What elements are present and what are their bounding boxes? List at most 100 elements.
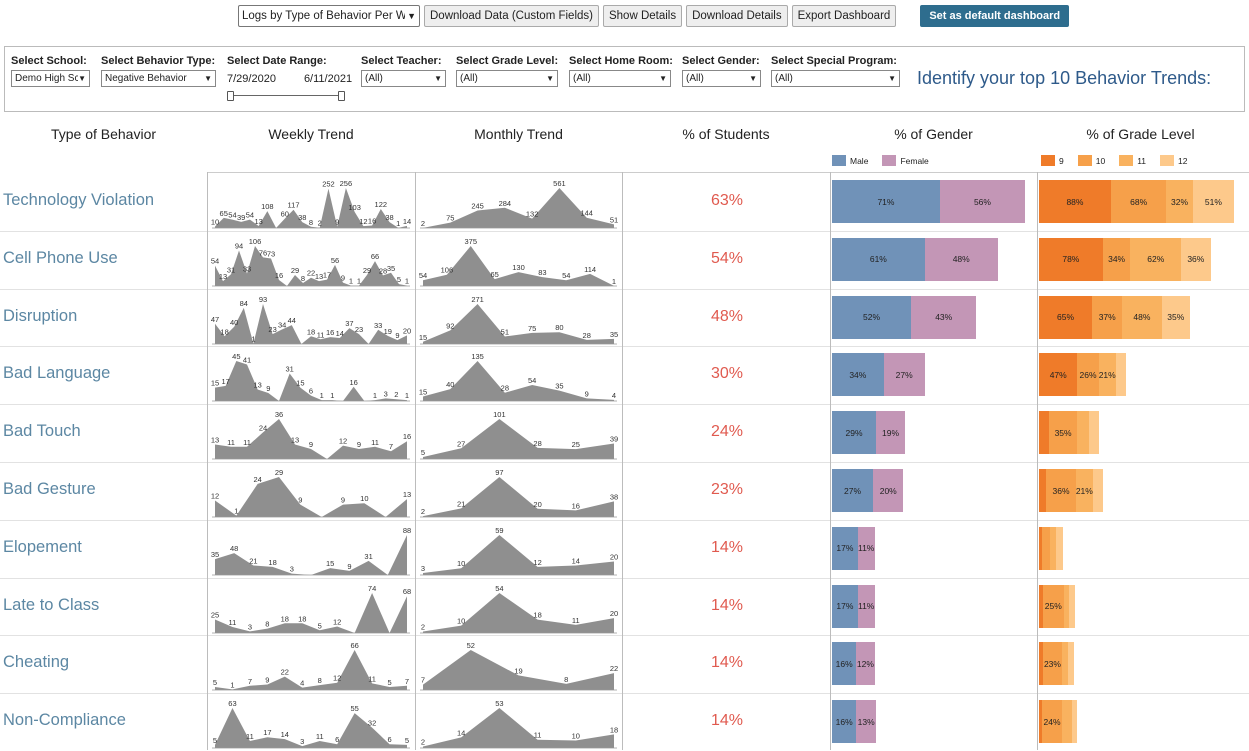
bar-segment[interactable]	[1042, 526, 1051, 570]
download-details-button[interactable]: Download Details	[686, 5, 788, 27]
bar-segment[interactable]	[1050, 526, 1057, 570]
behavior-name[interactable]: Late to Class	[3, 595, 100, 614]
behavior-name[interactable]: Bad Language	[3, 364, 111, 383]
bar-segment[interactable]: 65%	[1039, 295, 1093, 339]
school-filter: Select School: Demo High School▼	[11, 55, 90, 87]
bar-segment[interactable]	[1069, 584, 1075, 628]
bar-segment[interactable]: 24%	[1042, 700, 1062, 744]
behavior-name[interactable]: Elopement	[3, 537, 82, 556]
trend-data-label: 34	[278, 320, 286, 329]
bar-segment[interactable]: 48%	[1122, 295, 1162, 339]
bar-segment[interactable]: 17%	[832, 584, 858, 628]
bar-segment[interactable]	[1092, 469, 1103, 512]
bar-segment[interactable]: 20%	[873, 469, 904, 512]
bar-segment[interactable]: 11%	[857, 526, 875, 570]
bar-segment[interactable]: 51%	[1192, 180, 1235, 223]
bar-segment[interactable]: 35%	[1161, 295, 1191, 339]
behavior-type-select[interactable]: Negative Behavior ▼	[101, 70, 216, 87]
bar-segment[interactable]: 12%	[856, 642, 875, 686]
bar-segment[interactable]: 61%	[832, 237, 925, 281]
bar-segment[interactable]: 48%	[924, 237, 998, 281]
slider-end-handle[interactable]	[338, 91, 345, 101]
bar-segment[interactable]: 21%	[1075, 469, 1093, 512]
slider-start-handle[interactable]	[227, 91, 234, 101]
trend-data-label: 93	[259, 295, 267, 304]
bar-segment[interactable]: 26%	[1077, 353, 1099, 397]
bar-segment[interactable]: 37%	[1092, 295, 1123, 339]
trend-data-label: 15	[296, 379, 304, 388]
bar-segment[interactable]: 25%	[1043, 584, 1064, 628]
bar-segment[interactable]	[1056, 526, 1063, 570]
bar-segment[interactable]: 27%	[832, 469, 874, 512]
set-default-dashboard-button[interactable]: Set as default dashboard	[920, 5, 1070, 27]
bar-segment[interactable]: 34%	[1102, 237, 1131, 281]
bar-segment[interactable]: 43%	[911, 295, 977, 339]
bar-segment[interactable]: 21%	[1098, 353, 1116, 397]
school-select[interactable]: Demo High School▼	[11, 70, 90, 87]
special-program-select[interactable]: (All) ▼	[771, 70, 900, 87]
bar-segment[interactable]: 36%	[1181, 237, 1211, 281]
percent-students: 63%	[710, 192, 744, 209]
behavior-name[interactable]: Disruption	[3, 306, 78, 325]
bar-segment[interactable]: 78%	[1039, 237, 1103, 281]
behavior-name[interactable]: Cheating	[3, 653, 70, 672]
bar-segment[interactable]	[1039, 526, 1043, 570]
trend-area	[423, 361, 614, 402]
gender-select[interactable]: (All) ▼	[682, 70, 761, 87]
legend-swatch	[882, 155, 897, 166]
bar-segment[interactable]: 35%	[1048, 411, 1078, 455]
bar-segment[interactable]: 27%	[883, 353, 925, 397]
bar-segment[interactable]: 17%	[832, 526, 858, 570]
header-gender: % of Gender	[894, 126, 973, 142]
bar-segment[interactable]: 23%	[1043, 642, 1062, 686]
bar-segment[interactable]: 16%	[832, 700, 857, 744]
bar-segment[interactable]	[1071, 700, 1078, 744]
bar-segment[interactable]	[1088, 411, 1099, 455]
bar-segment[interactable]: 32%	[1166, 180, 1193, 223]
trend-data-label: 29	[291, 266, 299, 275]
trend-data-label: 144	[580, 209, 593, 218]
bar-segment[interactable]: 62%	[1130, 237, 1182, 281]
download-data-button[interactable]: Download Data (Custom Fields)	[424, 5, 599, 27]
bar-segment[interactable]	[1039, 642, 1044, 686]
bar-segment[interactable]	[1115, 353, 1126, 397]
bar-segment[interactable]	[1039, 411, 1049, 455]
bar-segment[interactable]: 13%	[856, 700, 877, 744]
bar-segment[interactable]: 56%	[939, 180, 1026, 223]
bar-segment[interactable]: 47%	[1039, 353, 1078, 397]
bar-segment[interactable]	[1063, 584, 1070, 628]
bar-segment[interactable]: 16%	[832, 642, 857, 686]
teacher-select[interactable]: (All) ▼	[361, 70, 446, 87]
behavior-name[interactable]: Bad Gesture	[3, 480, 96, 498]
bar-segment[interactable]	[1039, 469, 1047, 512]
date-range-slider[interactable]	[227, 91, 345, 101]
bar-segment[interactable]	[1039, 700, 1043, 744]
bar-segment[interactable]: 36%	[1046, 469, 1076, 512]
behavior-name[interactable]: Bad Touch	[3, 422, 81, 441]
bar-segment[interactable]: 88%	[1039, 180, 1111, 223]
bar-segment[interactable]	[1039, 584, 1044, 628]
bar-segment[interactable]: 52%	[832, 295, 912, 339]
monthly-trend-chart: 2 21 97 20 16 38	[420, 468, 618, 518]
bar-segment[interactable]	[1061, 700, 1072, 744]
show-details-button[interactable]: Show Details	[602, 5, 683, 27]
behavior-name[interactable]: Cell Phone Use	[3, 248, 118, 267]
export-dashboard-button[interactable]: Export Dashboard	[791, 5, 897, 27]
grade-level-select[interactable]: (All) ▼	[456, 70, 558, 87]
behavior-name[interactable]: Technology Violation	[3, 191, 155, 209]
bar-segment[interactable]: 29%	[832, 411, 877, 455]
trend-data-label: 21	[457, 499, 465, 508]
bar-segment[interactable]	[1068, 642, 1075, 686]
bar-segment[interactable]: 34%	[832, 353, 884, 397]
behavior-name[interactable]: Non-Compliance	[3, 711, 126, 730]
trend-data-label: 11	[229, 618, 237, 627]
view-select[interactable]: Logs by Type of Behavior Per Week▼	[238, 5, 420, 27]
home-room-select[interactable]: (All) ▼	[569, 70, 671, 87]
bar-segment[interactable]: 71%	[832, 180, 940, 223]
bar-segment[interactable]: 68%	[1110, 180, 1167, 223]
bar-segment[interactable]: 11%	[857, 584, 875, 628]
bar-segment[interactable]	[1077, 411, 1089, 455]
trend-area	[215, 361, 407, 402]
bar-segment[interactable]: 19%	[876, 411, 905, 455]
bar-segment[interactable]	[1061, 642, 1069, 686]
